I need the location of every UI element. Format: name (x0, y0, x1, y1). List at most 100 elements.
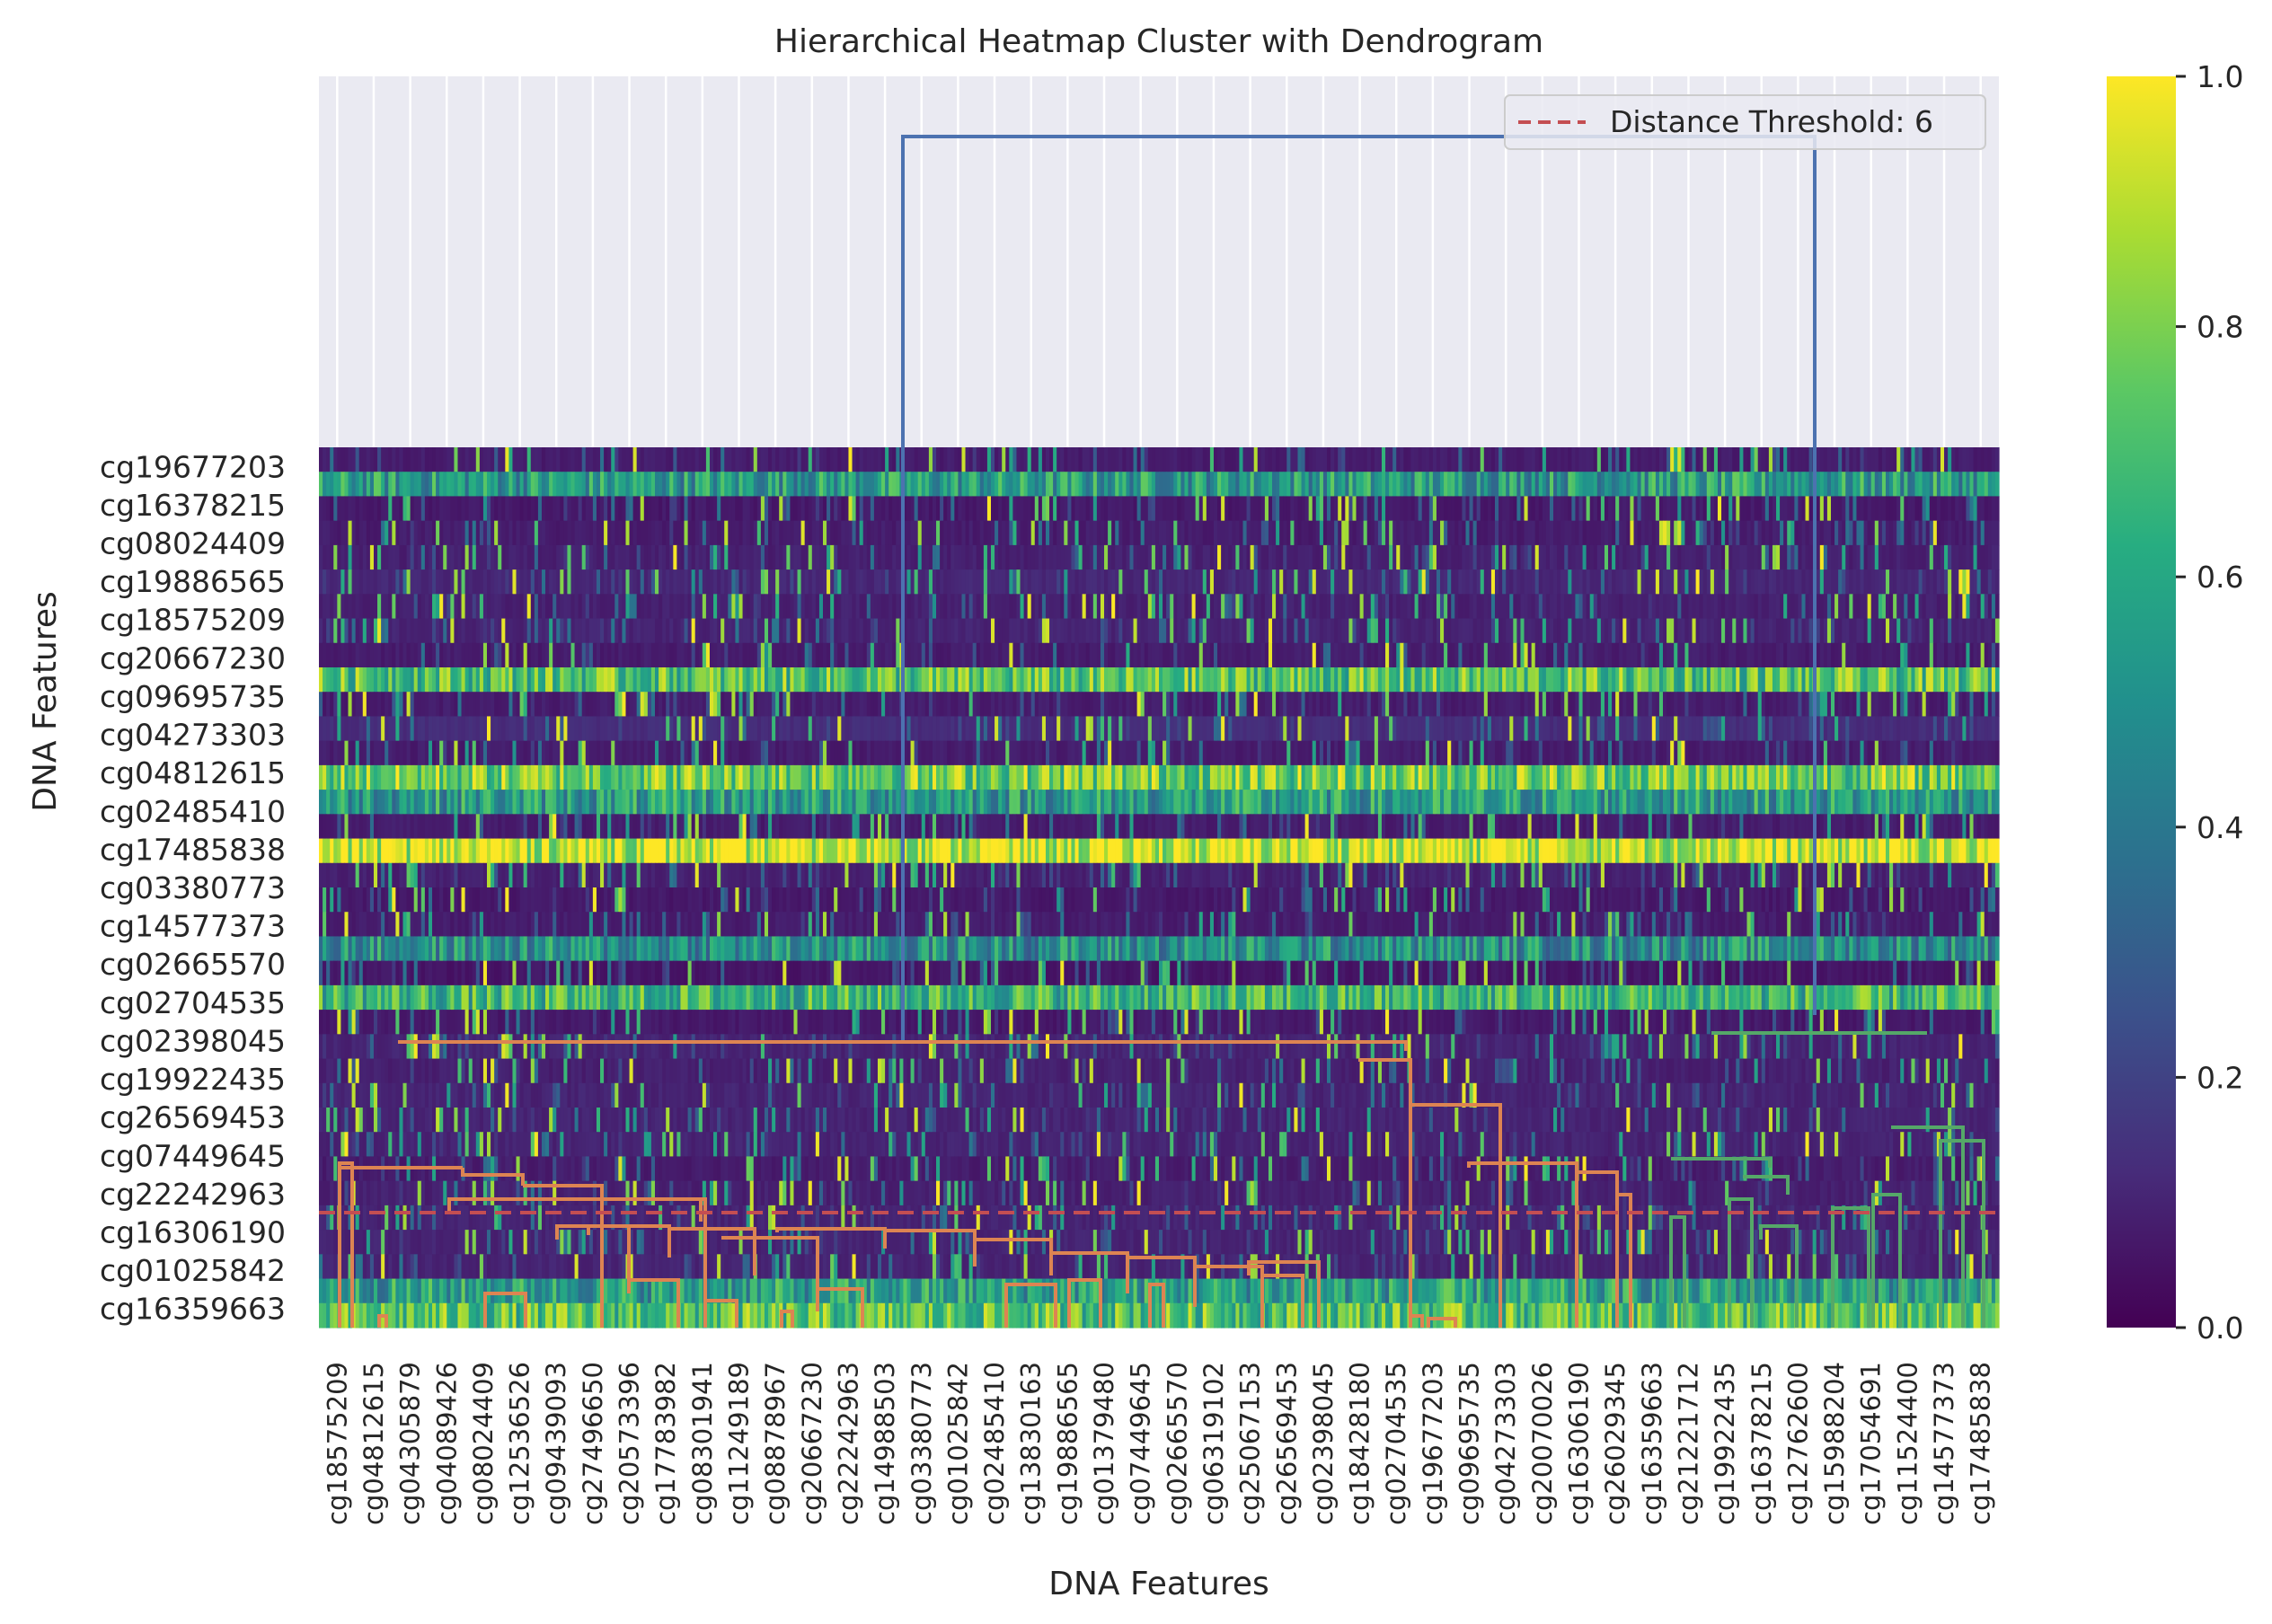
heatmap-cell (1630, 545, 1634, 570)
heatmap-cell (830, 643, 835, 668)
heatmap-cell (1364, 496, 1368, 521)
heatmap-cell (1071, 594, 1075, 619)
heatmap-cell (1433, 472, 1437, 497)
heatmap-cell (1400, 472, 1404, 497)
heatmap-cell (1111, 692, 1116, 717)
heatmap-cell (1286, 692, 1291, 717)
heatmap-cell (1163, 692, 1167, 717)
heatmap-cell (1896, 447, 1901, 472)
heatmap-cell (1677, 667, 1682, 693)
heatmap-cell (1937, 496, 1941, 521)
heatmap-cell (575, 496, 579, 521)
heatmap-cell (933, 569, 937, 595)
heatmap-cell (973, 496, 977, 521)
heatmap-cell (1313, 594, 1317, 619)
heatmap-cell (560, 496, 564, 521)
heatmap-cell (563, 472, 568, 497)
heatmap-cell (614, 643, 619, 668)
heatmap-cell (1801, 472, 1806, 497)
heatmap-cell (323, 521, 327, 546)
heatmap-cell (1977, 521, 1982, 546)
heatmap-cell (1484, 472, 1489, 497)
heatmap-cell (614, 619, 619, 644)
heatmap-cell (867, 521, 871, 546)
heatmap-cell (1177, 472, 1181, 497)
heatmap-cell (1849, 496, 1853, 521)
heatmap-cell (980, 667, 985, 693)
heatmap-cell (1773, 545, 1777, 570)
heatmap-cell (1232, 692, 1236, 717)
heatmap-cell (586, 521, 590, 546)
heatmap-cell (790, 472, 794, 497)
heatmap-cell (622, 667, 626, 693)
heatmap-cell (1666, 569, 1671, 595)
heatmap-cell (666, 667, 670, 693)
heatmap-cell (1021, 569, 1025, 595)
heatmap-cell (676, 692, 681, 717)
heatmap-cell (549, 569, 553, 595)
heatmap-cell (871, 692, 875, 717)
heatmap-cell (805, 692, 809, 717)
heatmap-cell (1969, 496, 1974, 521)
heatmap-cell (1024, 692, 1029, 717)
heatmap-cell (1228, 619, 1233, 644)
heatmap-cell (1612, 667, 1616, 693)
heatmap-cell (1714, 521, 1719, 546)
heatmap-cell (947, 472, 951, 497)
heatmap-cell (1484, 619, 1489, 644)
heatmap-cell (1039, 521, 1043, 546)
heatmap-cell (1323, 569, 1328, 595)
heatmap-cell (648, 496, 652, 521)
heatmap-cell (907, 496, 912, 521)
heatmap-cell (1700, 521, 1704, 546)
heatmap-cell (1097, 496, 1101, 521)
heatmap-cell (933, 521, 937, 546)
heatmap-cell (680, 594, 685, 619)
heatmap-cell (1579, 619, 1584, 644)
heatmap-cell (1911, 521, 1915, 546)
heatmap-cell (1743, 594, 1747, 619)
heatmap-cell (1513, 692, 1517, 717)
heatmap-cell (848, 569, 853, 595)
heatmap-cell (841, 643, 845, 668)
heatmap-cell (1670, 619, 1675, 644)
heatmap-cell (1309, 496, 1313, 521)
heatmap-cell (1313, 447, 1317, 472)
heatmap-cell (517, 594, 521, 619)
heatmap-cell (823, 594, 827, 619)
heatmap-cell (531, 447, 535, 472)
heatmap-cell (527, 667, 532, 693)
heatmap-cell (940, 545, 944, 570)
heatmap-cell (713, 496, 718, 521)
heatmap-cell (1470, 619, 1474, 644)
heatmap-cell (655, 643, 659, 668)
heatmap-cell (673, 447, 677, 472)
heatmap-cell (1419, 472, 1423, 497)
heatmap-cell (925, 667, 930, 693)
heatmap-cell (666, 569, 670, 595)
heatmap-cell (1473, 472, 1478, 497)
heatmap-cell (349, 569, 353, 595)
heatmap-cell (1622, 619, 1627, 644)
heatmap-cell (1199, 692, 1204, 717)
heatmap-cell (1375, 447, 1379, 472)
heatmap-cell (1210, 667, 1215, 693)
heatmap-cell (352, 692, 357, 717)
heatmap-cell (1360, 692, 1365, 717)
heatmap-cell (1663, 447, 1667, 472)
heatmap-cell (457, 447, 462, 472)
heatmap-cell (370, 643, 375, 668)
heatmap-cell (1762, 447, 1766, 472)
heatmap-cell (1177, 496, 1181, 521)
heatmap-cell (593, 521, 597, 546)
heatmap-cell (1345, 545, 1349, 570)
heatmap-cell (501, 667, 506, 693)
heatmap-cell (1728, 619, 1733, 644)
heatmap-cell (1012, 643, 1017, 668)
heatmap-cell (399, 643, 403, 668)
heatmap-cell (1769, 521, 1773, 546)
heatmap-cell (1217, 619, 1222, 644)
heatmap-cell (494, 447, 499, 472)
heatmap-cell (1739, 496, 1744, 521)
heatmap-cell (1958, 667, 1963, 693)
